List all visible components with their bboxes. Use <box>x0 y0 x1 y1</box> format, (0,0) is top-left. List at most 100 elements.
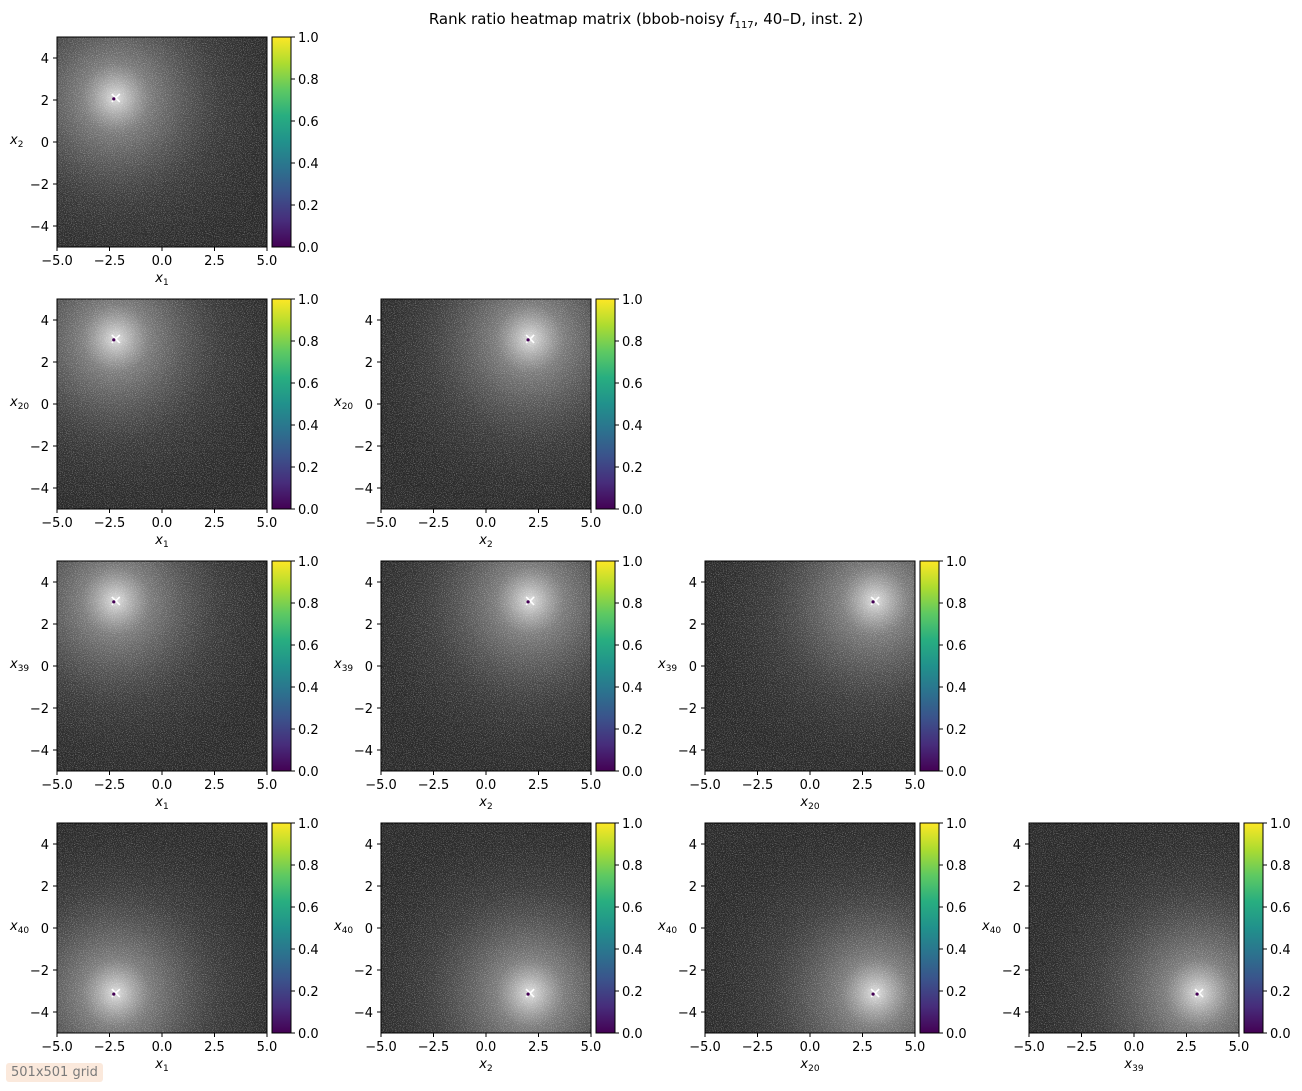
y-tick-label: 4 <box>365 838 373 853</box>
optimum-marker <box>525 988 535 998</box>
optimum-marker <box>111 334 121 344</box>
colorbar-tick-label: 0.6 <box>298 901 319 916</box>
x-tick-label: 0.0 <box>800 778 821 793</box>
x-axis-label: x1 <box>154 1057 168 1074</box>
x-tick-label: −2.5 <box>94 516 126 531</box>
optimum-dot <box>112 600 116 604</box>
optimum-marker <box>111 93 121 103</box>
colorbar-tick-label: 0.6 <box>298 115 319 130</box>
optimum-marker <box>1194 988 1204 998</box>
colorbar-tick-label: 1.0 <box>622 555 643 570</box>
colorbar-tick-label: 0.6 <box>946 901 967 916</box>
y-axis-label: x20 <box>9 395 29 412</box>
colorbar-tick-label: 1.0 <box>946 817 967 832</box>
chart-title: Rank ratio heatmap matrix (bbob-noisy f1… <box>429 10 863 31</box>
x-tick-label: 2.5 <box>204 778 225 793</box>
colorbar <box>271 36 292 248</box>
colorbar-tick-label: 0.2 <box>946 723 967 738</box>
x-axis-label: x2 <box>478 1057 492 1074</box>
x-tick-label: 0.0 <box>1124 1040 1145 1055</box>
x-axis-label: x2 <box>478 795 492 812</box>
colorbar-tick-label: 0.8 <box>622 859 643 874</box>
y-tick-label: 2 <box>41 94 49 109</box>
heatmap-noise <box>57 823 267 1033</box>
heatmap-noise <box>1029 823 1239 1033</box>
optimum-marker <box>525 596 535 606</box>
heatmap-panel-2: −5.0 −2.5 0.0 2.5 5.0 −4 −2 0 2 4 x2 x20 0.0 0.2 0.4 0.… <box>333 293 643 550</box>
colorbar-tick-label: 0.0 <box>622 1027 643 1042</box>
colorbar-tick-label: 1.0 <box>622 293 643 308</box>
optimum-dot <box>112 97 116 101</box>
x-axis-label: x20 <box>799 795 819 812</box>
y-tick-label: −4 <box>30 482 49 497</box>
x-tick-label: 2.5 <box>204 516 225 531</box>
optimum-dot <box>526 338 530 342</box>
y-axis-label: x40 <box>981 919 1001 936</box>
y-tick-label: −4 <box>354 744 373 759</box>
y-tick-label: 4 <box>41 314 49 329</box>
colorbar-tick-label: 0.2 <box>622 723 643 738</box>
colorbar-tick-label: 0.2 <box>298 723 319 738</box>
colorbar-tick-label: 0.8 <box>622 597 643 612</box>
heatmap-panel-0: −5.0 −2.5 0.0 2.5 5.0 −4 −2 0 2 4 x1 x2 0.0 0.2 0.4 0.6… <box>9 31 319 288</box>
x-tick-label: −2.5 <box>94 254 126 269</box>
colorbar-tick-label: 0.0 <box>622 503 643 518</box>
x-tick-label: −5.0 <box>365 778 397 793</box>
heatmap-noise <box>57 299 267 509</box>
y-tick-label: −4 <box>30 220 49 235</box>
y-axis-label: x39 <box>657 657 677 674</box>
x-tick-label: 0.0 <box>800 1040 821 1055</box>
y-tick-label: 2 <box>41 356 49 371</box>
y-tick-label: 4 <box>41 838 49 853</box>
y-axis-label: x40 <box>9 919 29 936</box>
colorbar-tick-label: 0.4 <box>622 419 643 434</box>
y-tick-label: 0 <box>365 398 373 413</box>
colorbar-tick-label: 0.8 <box>1270 859 1291 874</box>
y-tick-label: 4 <box>41 52 49 67</box>
colorbar <box>595 560 616 772</box>
colorbar-tick-label: 0.6 <box>298 377 319 392</box>
y-tick-label: 2 <box>365 880 373 895</box>
x-axis-label: x39 <box>1123 1057 1143 1074</box>
optimum-marker <box>870 988 880 998</box>
x-tick-label: 5.0 <box>257 516 278 531</box>
y-tick-label: 0 <box>365 922 373 937</box>
x-tick-label: −2.5 <box>742 778 774 793</box>
y-tick-label: 4 <box>689 838 697 853</box>
colorbar-tick-label: 1.0 <box>622 817 643 832</box>
y-tick-label: 0 <box>365 660 373 675</box>
y-axis-label: x2 <box>9 133 23 150</box>
y-tick-label: 4 <box>1013 838 1021 853</box>
y-tick-label: 2 <box>41 618 49 633</box>
y-tick-label: 0 <box>41 660 49 675</box>
colorbar-tick-label: 0.4 <box>622 681 643 696</box>
x-axis-label: x1 <box>154 271 168 288</box>
x-tick-label: 2.5 <box>204 1040 225 1055</box>
x-tick-label: 5.0 <box>905 1040 926 1055</box>
x-tick-label: −5.0 <box>365 516 397 531</box>
y-tick-label: 2 <box>365 618 373 633</box>
x-tick-label: 2.5 <box>204 254 225 269</box>
x-tick-label: 5.0 <box>581 778 602 793</box>
x-axis-label: x2 <box>478 533 492 550</box>
colorbar-tick-label: 0.0 <box>1270 1027 1291 1042</box>
x-tick-label: 2.5 <box>528 1040 549 1055</box>
optimum-marker <box>525 334 535 344</box>
colorbar-tick-label: 0.6 <box>1270 901 1291 916</box>
y-axis-label: x20 <box>333 395 353 412</box>
optimum-dot <box>112 992 116 996</box>
x-tick-label: 5.0 <box>905 778 926 793</box>
colorbar <box>271 298 292 510</box>
heatmap-noise <box>705 823 915 1033</box>
y-tick-label: −4 <box>354 1006 373 1021</box>
y-tick-label: −2 <box>354 964 373 979</box>
colorbar-tick-label: 0.8 <box>298 335 319 350</box>
x-tick-label: 2.5 <box>852 1040 873 1055</box>
heatmap-noise <box>57 37 267 247</box>
y-tick-label: 0 <box>41 922 49 937</box>
x-tick-label: 0.0 <box>476 1040 497 1055</box>
colorbar-tick-label: 0.6 <box>946 639 967 654</box>
heatmap-panel-7: −5.0 −2.5 0.0 2.5 5.0 −4 −2 0 2 4 x2 x40 0.0 0.2 0.4 0.… <box>333 817 643 1074</box>
x-tick-label: −2.5 <box>418 778 450 793</box>
x-tick-label: −5.0 <box>689 1040 721 1055</box>
